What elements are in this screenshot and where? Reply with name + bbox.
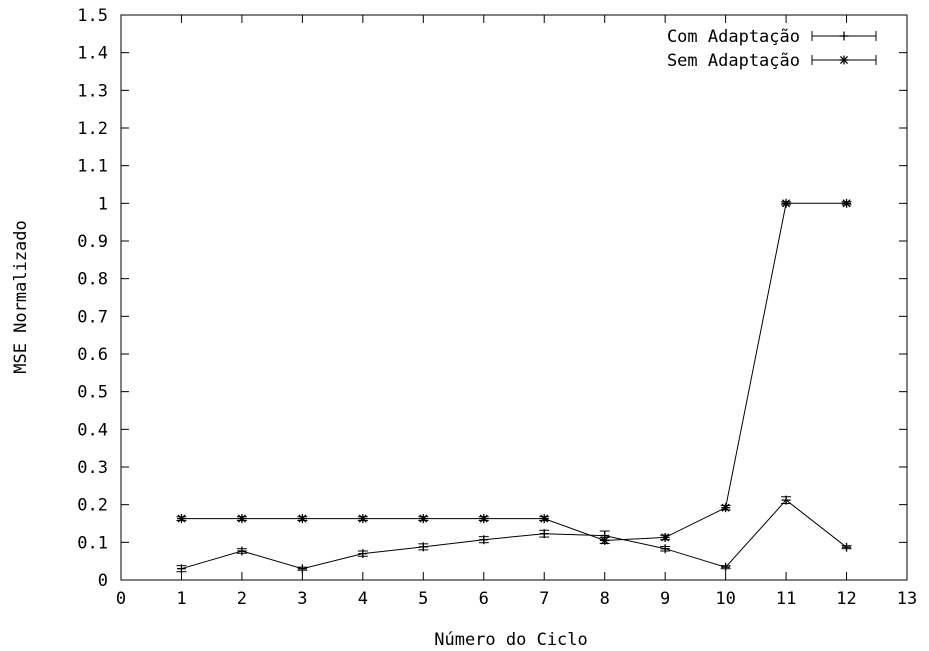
marker-stroke: [237, 514, 246, 523]
y-tick-label: 0.7: [77, 307, 108, 327]
y-tick-label: 0.9: [77, 232, 108, 252]
data-point: [600, 535, 610, 545]
legend-marker: [839, 55, 849, 65]
x-tick-label: 7: [539, 589, 549, 609]
x-tick-label: 4: [358, 589, 368, 609]
y-tick-label: 0.2: [77, 496, 108, 516]
y-tick-label: 0.5: [77, 383, 108, 403]
marker-stroke: [419, 514, 428, 523]
data-point: [660, 544, 670, 554]
data-point: [237, 546, 247, 556]
legend-item: Com Adaptação: [667, 27, 877, 47]
data-point: [418, 542, 428, 552]
axes: 0 1 2 3 4 5 6 7 8 9 10 11 12 1300.10.20.30.40.50.60.7…: [77, 6, 917, 609]
y-tick-label: 0.3: [77, 458, 108, 478]
data-point: [842, 542, 852, 552]
x-tick-label: 13: [897, 589, 917, 609]
marker-stroke: [540, 514, 549, 523]
series-line: [181, 499, 847, 570]
data-point: [479, 535, 489, 545]
marker-stroke: [721, 503, 730, 512]
data-point: [479, 514, 489, 524]
legend: Com Adaptação Sem Adaptação: [667, 27, 877, 71]
data-point: [842, 198, 852, 208]
y-axis-label: MSE Normalizado: [11, 220, 31, 374]
series-layer: [176, 198, 852, 574]
data-point: [721, 562, 731, 572]
data-point: [539, 529, 549, 539]
data-point: [358, 514, 368, 524]
data-point: [539, 514, 549, 524]
x-tick-label: 3: [297, 589, 307, 609]
x-tick-label: 2: [237, 589, 247, 609]
y-tick-label: 1.5: [77, 6, 108, 26]
marker-stroke: [600, 536, 609, 545]
data-point: [721, 503, 731, 513]
y-tick-label: 0.1: [77, 533, 108, 553]
y-tick-label: 1.3: [77, 81, 108, 101]
x-tick-label: 6: [479, 589, 489, 609]
marker-stroke: [782, 199, 791, 208]
x-tick-label: 8: [600, 589, 610, 609]
data-point: [358, 549, 368, 559]
data-point: [176, 514, 186, 524]
x-tick-label: 5: [418, 589, 428, 609]
x-tick-label: 0: [116, 589, 126, 609]
y-tick-label: 0.6: [77, 345, 108, 365]
legend-item: Sem Adaptação: [667, 51, 877, 71]
marker-stroke: [358, 514, 367, 523]
y-tick-label: 1.1: [77, 157, 108, 177]
x-tick-label: 1: [176, 589, 186, 609]
data-point: [297, 514, 307, 524]
marker-stroke: [177, 514, 186, 523]
series-line: [181, 202, 847, 542]
legend-marker: [839, 31, 849, 41]
series-sem-adaptacao: [176, 198, 852, 545]
data-point: [297, 564, 307, 574]
marker-stroke: [479, 514, 488, 523]
data-point: [418, 514, 428, 524]
marker-stroke: [298, 514, 307, 523]
marker-stroke: [839, 55, 849, 65]
x-tick-label: 11: [776, 589, 796, 609]
data-point: [781, 198, 791, 208]
marker-stroke: [661, 533, 670, 542]
y-tick-label: 1.2: [77, 119, 108, 139]
y-tick-label: 0: [98, 571, 108, 591]
legend-label: Sem Adaptação: [667, 51, 800, 71]
plot-frame: [120, 14, 908, 581]
y-tick-label: 0.8: [77, 270, 108, 290]
x-tick-label: 12: [836, 589, 856, 609]
data-point: [237, 514, 247, 524]
x-tick-label: 9: [660, 589, 670, 609]
data-point: [660, 532, 670, 542]
series-com-adaptacao: [176, 495, 852, 574]
data-point: [176, 564, 186, 574]
data-point: [781, 495, 791, 505]
marker-stroke: [842, 199, 851, 208]
x-tick-label: 10: [715, 589, 735, 609]
x-axis-label: Número do Ciclo: [434, 630, 588, 650]
y-tick-label: 0.4: [77, 420, 108, 440]
y-tick-label: 1: [98, 194, 108, 214]
y-tick-label: 1.4: [77, 44, 108, 64]
legend-label: Com Adaptação: [667, 27, 800, 47]
